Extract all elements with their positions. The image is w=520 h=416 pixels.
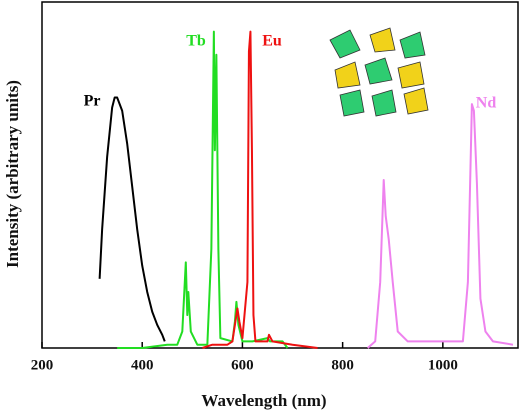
plot-frame [41,1,519,349]
x-tick-label: 200 [31,357,54,373]
series-label: Eu [262,33,282,50]
x-tick-label: 800 [331,357,354,373]
spectrum-line [117,30,289,349]
x-tick-label: 600 [231,357,254,373]
series-label: Pr [84,93,101,110]
crystal-inset [329,27,429,117]
spectrum-line [98,96,166,342]
spectrum-line [202,30,318,349]
x-tick-label: 1000 [428,357,458,373]
spectrum-line [367,103,514,349]
x-axis-label: Wavelength (nm) [201,391,326,410]
y-axis-label: Intensity (arbitrary units) [3,80,22,268]
series-label: Nd [476,95,497,112]
x-tick-label: 400 [131,357,154,373]
series-label: Tb [186,33,206,50]
